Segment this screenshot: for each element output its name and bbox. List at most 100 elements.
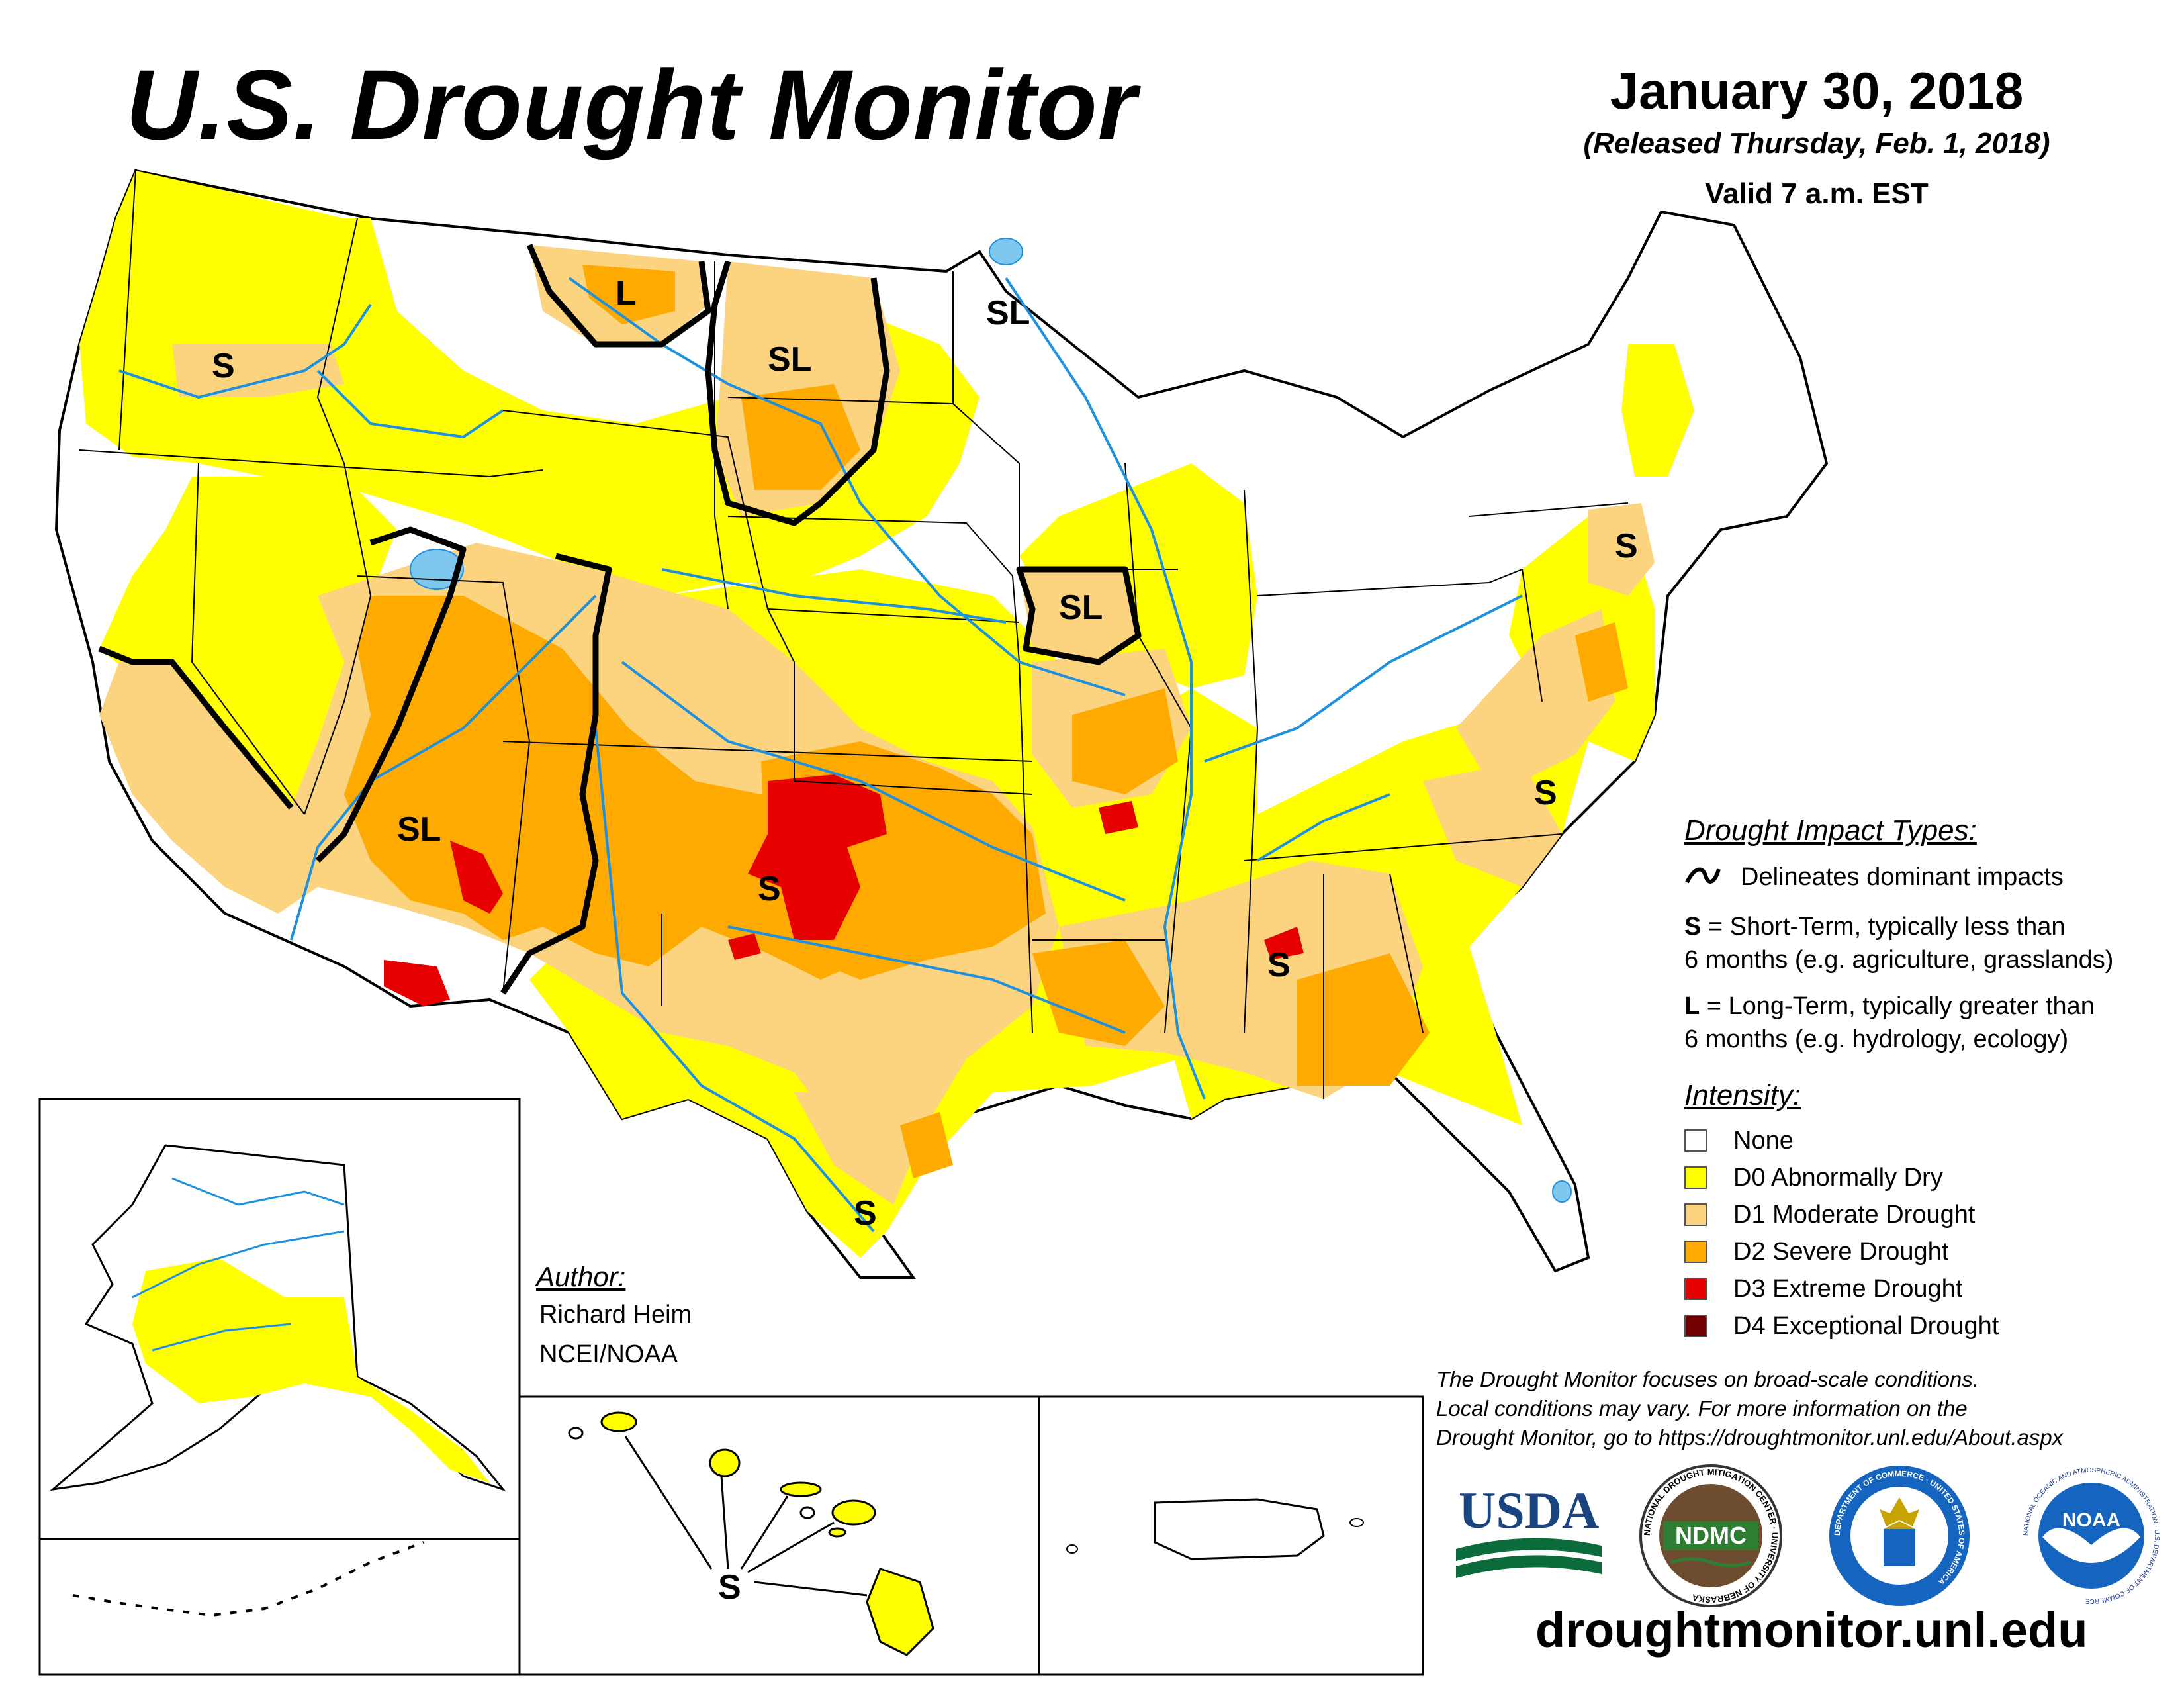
hawaii-inset-frame <box>518 1395 1040 1676</box>
label-pennsylvania: S <box>1615 527 1638 565</box>
mississippi-river <box>1005 277 1206 1100</box>
website-url[interactable]: droughtmonitor.unl.edu <box>1535 1603 2088 1658</box>
author-org: NCEI/NOAA <box>539 1340 678 1368</box>
label-southern-plains: S <box>758 870 781 908</box>
note-line-2: Local conditions may vary. For more info… <box>1436 1396 1968 1421</box>
disclaimer-note: The Drought Monitor focuses on broad-sca… <box>1436 1365 2177 1452</box>
label-minnesota: SL <box>986 294 1030 332</box>
legend-label-d3: D3 Extreme Drought <box>1733 1275 1963 1303</box>
legend-label-d4: D4 Exceptional Drought <box>1733 1312 1999 1340</box>
d2-missouri <box>1072 688 1178 794</box>
delineation-line-icon <box>1685 867 1721 884</box>
d3-oklahoma-texas <box>748 774 887 940</box>
d3-alabama <box>1264 927 1304 960</box>
red-river <box>727 925 1126 1034</box>
d1-pennsylvania <box>1588 503 1655 596</box>
intensity-legend-heading: Intensity: <box>1684 1079 1801 1111</box>
d0-northeast-strip <box>1621 344 1694 477</box>
impact-delineations <box>98 244 1142 995</box>
delineation-california <box>98 645 294 810</box>
short-term-key: S <box>1684 913 1702 941</box>
author-heading: Author: <box>536 1261 626 1292</box>
map-date: January 30, 2018 <box>1610 62 2024 120</box>
swatch-d4 <box>1684 1315 1707 1337</box>
d3-arkansas <box>1099 801 1138 834</box>
d2-gulf-coast <box>1297 953 1430 1086</box>
puerto-rico-outline <box>1154 1498 1325 1560</box>
ohio-river <box>1204 594 1523 763</box>
legend-label-none: None <box>1733 1127 1794 1154</box>
d3-arizona <box>450 841 503 914</box>
label-oregon: S <box>212 347 235 385</box>
rio-grande <box>594 727 875 1233</box>
d3-texas-panhandle <box>728 933 761 960</box>
author-name: Richard Heim <box>539 1301 692 1329</box>
missouri-river <box>568 277 1126 696</box>
d0-nevada <box>99 477 397 808</box>
noaa-logo-text: NOAA <box>2062 1509 2120 1531</box>
tennessee-river <box>1256 793 1390 862</box>
label-carolinas: S <box>1534 774 1557 812</box>
ndmc-logo[interactable]: NATIONAL DROUGHT MITIGATION CENTER · UNI… <box>1638 1463 1784 1609</box>
swatch-d2 <box>1684 1241 1707 1263</box>
lake-okeechobee <box>1552 1180 1572 1203</box>
legend-label-d1: D1 Moderate Drought <box>1733 1201 1976 1229</box>
d1-oregon <box>172 344 344 397</box>
delineation-iowa <box>1016 566 1142 665</box>
swatch-none <box>1684 1129 1707 1152</box>
swatch-d1 <box>1684 1203 1707 1226</box>
columbia-river <box>118 303 372 399</box>
impact-legend-heading: Drought Impact Types: <box>1684 814 1977 847</box>
delineates-text: Delineates dominant impacts <box>1741 863 2064 891</box>
short-term-line: S = Short-Term, typically less than <box>1684 910 2066 943</box>
d1-virginia <box>1456 609 1615 794</box>
label-mississippi-alabama: S <box>1267 946 1291 984</box>
legend-label-d0: D0 Abnormally Dry <box>1733 1164 1943 1192</box>
legend-item-d1: D1 Moderate Drought <box>1684 1196 1999 1233</box>
swatch-d0 <box>1684 1166 1707 1189</box>
intensity-legend: None D0 Abnormally Dry D1 Moderate Droug… <box>1684 1122 1999 1344</box>
label-hawaii: S <box>718 1568 741 1607</box>
arkansas-river <box>621 661 1126 902</box>
state-boundaries <box>79 170 1629 1099</box>
d3-regions <box>384 774 1304 1006</box>
valid-time: Valid 7 a.m. EST <box>1705 177 1929 210</box>
d2-texas-spot <box>900 1112 953 1178</box>
d2-virginia <box>1575 622 1628 702</box>
label-montana: L <box>615 274 637 312</box>
d1-carolinas <box>1423 761 1562 887</box>
delineation-montana-west <box>526 244 711 348</box>
hawaii-label-leaders <box>624 1436 868 1597</box>
noaa-logo[interactable]: NATIONAL OCEANIC AND ATMOSPHERIC ADMINIS… <box>2019 1463 2164 1609</box>
delineation-southwest <box>315 526 467 863</box>
long-term-desc-1: = Long-Term, typically greater than <box>1700 992 2095 1020</box>
legend-item-none: None <box>1684 1122 1999 1159</box>
short-term-desc-1: = Short-Term, typically less than <box>1701 913 2066 941</box>
long-term-desc-2: 6 months (e.g. hydrology, ecology) <box>1684 1025 2069 1053</box>
colorado-river <box>290 594 597 941</box>
snake-river <box>316 369 504 439</box>
delineation-new-mexico <box>500 553 612 995</box>
lake-of-the-woods <box>989 238 1023 265</box>
usda-logo[interactable]: USDA <box>1456 1483 1602 1589</box>
page-title: U.S. Drought Monitor <box>126 49 1138 160</box>
commerce-logo[interactable]: DEPARTMENT OF COMMERCE · UNITED STATES O… <box>1827 1463 1972 1609</box>
rivers <box>118 277 1523 1233</box>
d1-iowa <box>1019 569 1138 662</box>
d2-montana <box>582 265 675 324</box>
usda-logo-text: USDA <box>1459 1483 1599 1539</box>
map-labels: S L SL SL SL SL S S S S S <box>212 274 1638 1233</box>
d2-arkansas-lake <box>1032 940 1165 1046</box>
label-dakotas: SL <box>768 340 811 379</box>
legend-item-d2: D2 Severe Drought <box>1684 1233 1999 1270</box>
note-line-3: Drought Monitor, go to https://droughtmo… <box>1436 1425 2064 1450</box>
d1-south-texas <box>794 1092 887 1192</box>
d2-south-dakota <box>741 384 860 490</box>
note-line-1: The Drought Monitor focuses on broad-sca… <box>1436 1367 1979 1391</box>
legend-item-d4: D4 Exceptional Drought <box>1684 1307 1999 1344</box>
legend-item-d3: D3 Extreme Drought <box>1684 1270 1999 1307</box>
swatch-d3 <box>1684 1278 1707 1300</box>
label-iowa: SL <box>1059 588 1103 627</box>
long-term-line: L = Long-Term, typically greater than <box>1684 990 2095 1023</box>
